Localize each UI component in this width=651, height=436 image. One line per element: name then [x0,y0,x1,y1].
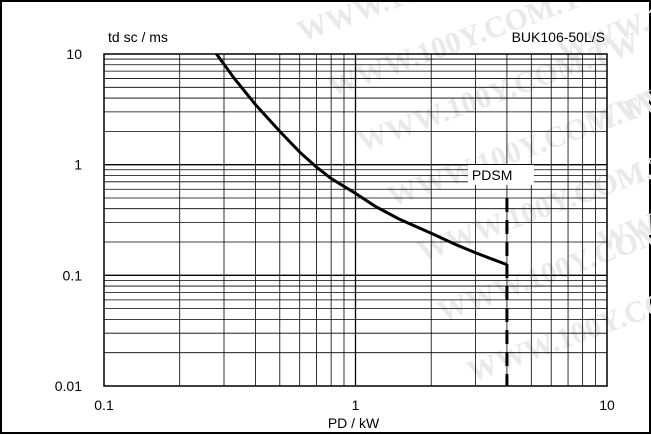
series-line [215,53,508,267]
watermark-layer: WWW.100Y.COM.TWWWW.100Y.COM.TWWWW.100Y.C… [293,2,651,389]
plot-border [103,53,608,387]
y-tick-label: 0.01 [55,378,82,394]
x-tick-label: 10 [599,397,615,413]
x-tick-label: 1 [352,397,360,413]
x-tick-label: 0.1 [94,397,114,413]
pdsm-label-background [467,164,534,185]
y-axis-label: td sc / ms [108,29,168,45]
x-axis-label: PD / kW [328,415,380,431]
pdsm-label: PDSM [472,167,512,183]
y-tick-label: 1 [74,157,82,173]
y-tick-label: 0.1 [63,267,83,283]
y-tick-label: 10 [66,46,82,62]
grid-lines [104,54,607,386]
tick-labels: 0.1 1 10 10 1 0.1 0.01 [55,46,615,413]
chart-title: BUK106-50L/S [512,29,605,45]
